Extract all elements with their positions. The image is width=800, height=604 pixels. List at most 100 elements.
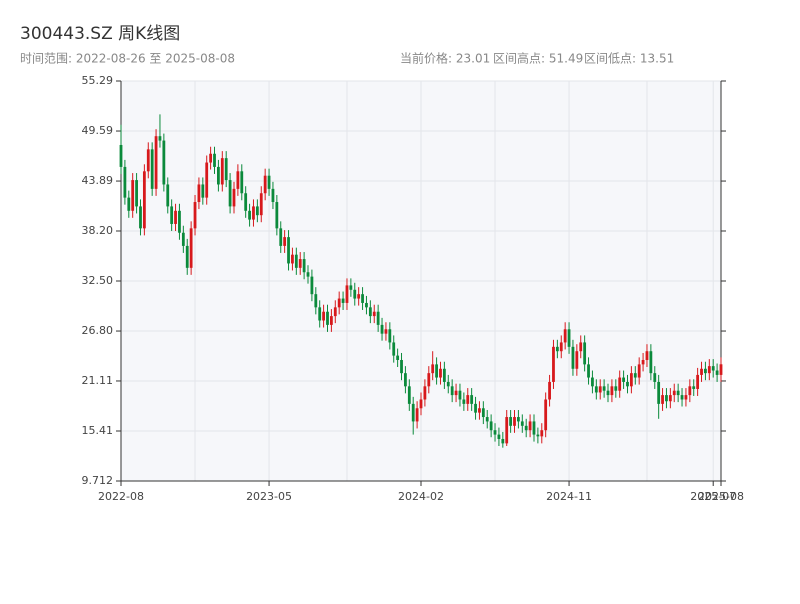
candle-body [454,390,458,396]
candle-body [197,184,201,203]
candle-body [259,193,263,216]
candle-body [158,136,162,141]
candle-body [201,184,205,198]
candle-body [532,421,536,435]
candle-body [419,399,423,409]
candle-body [544,399,548,431]
candle-body [715,370,719,375]
chart-subtitle: 时间范围: 2022-08-26 至 2025-08-08 [20,52,235,66]
candle-body [672,390,676,396]
low-info: 区间低点: 13.51 [584,52,674,66]
candle-body [466,395,470,404]
candle-body [174,210,177,224]
candle-body [474,403,477,413]
candle-body [279,228,283,246]
candle-body [131,180,135,211]
candle-body [602,386,606,391]
candle-body [481,408,485,418]
candle-body [719,364,723,375]
candle-body [205,162,209,198]
candle-body [633,373,637,378]
x-tick-label: 2024-02 [398,490,444,503]
candle-body [217,166,220,185]
y-tick-label: 43.89 [82,174,114,187]
candle-body [563,329,567,343]
candle-body [645,351,649,360]
candle-body [404,373,407,387]
candle-body [337,298,341,308]
candle-body [224,158,228,181]
candle-body [178,210,181,233]
candle-body [427,373,431,387]
candle-body [345,285,349,303]
candle-body [209,153,213,163]
candle-body [357,294,361,299]
candle-body [392,342,396,356]
candle-body [415,408,419,422]
candle-body [493,430,497,435]
chart-title: 300443.SZ 周K线图 [20,24,180,44]
candle-body [236,171,240,189]
y-tick-label: 55.29 [82,74,114,87]
candle-body [661,395,664,404]
candle-body [478,408,481,413]
candle-body [263,175,267,194]
candle-body [470,395,474,404]
candle-body [509,417,513,426]
candle-body [629,373,633,387]
candle-body [306,272,310,277]
candle-body [637,364,641,378]
candle-body [439,368,442,378]
candle-body [283,237,287,246]
candle-body [232,188,236,207]
candle-body [365,302,368,308]
candle-body [252,206,255,220]
candle-body [193,202,197,229]
candle-body [622,377,625,382]
candle-body [711,366,715,371]
candle-body [567,329,571,347]
candle-body [162,140,166,185]
y-tick-label: 38.20 [82,224,114,237]
x-tick-label: 2025-07 [690,490,736,503]
candle-body [372,311,376,317]
candle-body [497,434,501,439]
candle-body [435,364,438,378]
candle-body [329,316,333,325]
candle-body [142,171,146,229]
candle-body [189,228,193,268]
candle-body [341,298,345,303]
candle-body [310,276,314,295]
candle-body [536,434,540,437]
candle-body [668,395,672,402]
candle-body [326,311,329,325]
candle-body [275,202,279,229]
candle-body [361,294,364,303]
candle-body [431,364,435,374]
candle-body [591,377,594,387]
y-tick-label: 26.80 [82,324,114,337]
candle-body [388,329,392,343]
x-tick-label: 2025-08 [698,490,744,503]
candle-body [688,386,692,396]
candle-body [696,374,700,389]
y-tick-label: 21.11 [82,374,114,387]
candle-body [150,149,154,189]
candle-body [400,359,403,374]
candle-body [641,359,645,365]
candle-body [135,180,138,207]
candle-body [626,381,629,387]
candle-body [380,324,384,334]
candle-body [450,386,454,396]
candle-body [684,395,688,400]
candle-body [649,351,653,374]
candle-body [657,381,661,404]
candle-body [618,377,622,391]
candle-body [314,294,318,308]
candle-body [598,386,602,393]
candle-body [700,368,703,375]
y-tick-label: 9.712 [82,474,114,487]
high-info: 区间高点: 51.49 [493,51,583,66]
candle-body [368,307,372,317]
candle-body [524,425,528,431]
